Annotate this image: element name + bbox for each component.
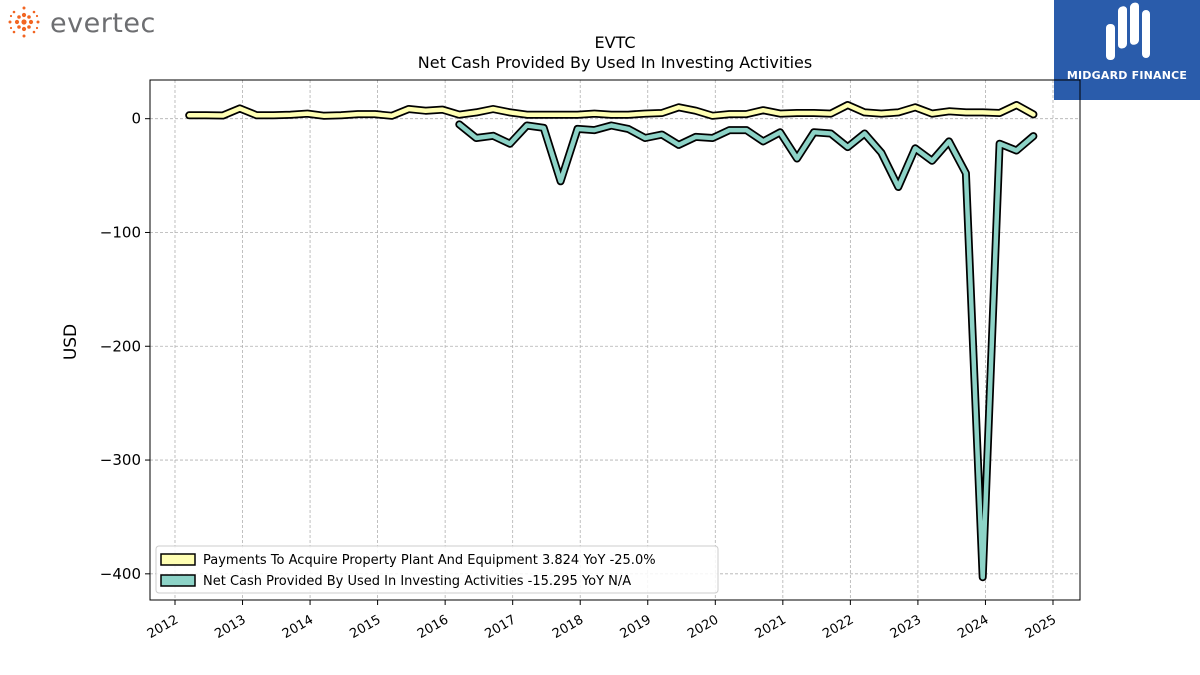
x-tick-label: 2020	[685, 612, 721, 642]
legend-box	[155, 545, 719, 594]
y-tick-label: −300	[100, 451, 141, 469]
x-tick-label: 2021	[753, 612, 789, 642]
x-tick-label: 2023	[888, 612, 924, 642]
midgard-monogram-icon	[1106, 2, 1150, 60]
x-axis: 2012 2013 2014 2015 2016 2017 2018 2019 2020 2021…	[145, 600, 1059, 642]
legend-label: Payments To Acquire Property Plant And E…	[203, 553, 656, 568]
x-tick-label: 2017	[483, 612, 519, 642]
midgard-finance-logo: MIDGARD FINANCE	[1054, 0, 1200, 100]
y-axis-label: USD	[61, 324, 81, 360]
legend-swatch	[160, 553, 196, 566]
x-tick-label: 2014	[280, 612, 316, 642]
grid-lines	[150, 80, 1080, 600]
x-tick-label: 2022	[820, 612, 856, 642]
series-line-1	[457, 122, 1036, 580]
x-tick-label: 2024	[955, 612, 991, 642]
y-tick-label: −400	[100, 565, 141, 583]
series-layer	[185, 101, 1038, 582]
chart-title: EVTC	[594, 33, 636, 52]
legend-label: Net Cash Provided By Used In Investing A…	[203, 574, 631, 589]
chart-subtitle: Net Cash Provided By Used In Investing A…	[417, 53, 813, 72]
y-tick-label: 0	[131, 110, 141, 128]
series-outline-1	[455, 120, 1038, 582]
legend: Payments To Acquire Property Plant And E…	[155, 545, 719, 594]
x-tick-label: 2012	[145, 612, 181, 642]
y-tick-label: −100	[100, 223, 141, 241]
legend-swatch	[160, 574, 196, 587]
sunburst-dots-icon	[8, 6, 40, 38]
midgard-finance-text: MIDGARD FINANCE	[1066, 69, 1188, 82]
y-tick-label: −200	[100, 337, 141, 355]
x-tick-label: 2016	[415, 612, 451, 642]
evertec-logo: evertec	[8, 6, 156, 39]
x-tick-label: 2019	[618, 612, 654, 642]
y-axis: 0 −100 −200 −300 −400	[100, 110, 150, 583]
x-tick-label: 2018	[550, 612, 586, 642]
x-tick-label: 2025	[1023, 612, 1059, 642]
plot-frame	[149, 79, 1081, 601]
x-tick-label: 2013	[212, 612, 248, 642]
evertec-logo-text: evertec	[50, 8, 156, 39]
x-tick-label: 2015	[347, 612, 383, 642]
